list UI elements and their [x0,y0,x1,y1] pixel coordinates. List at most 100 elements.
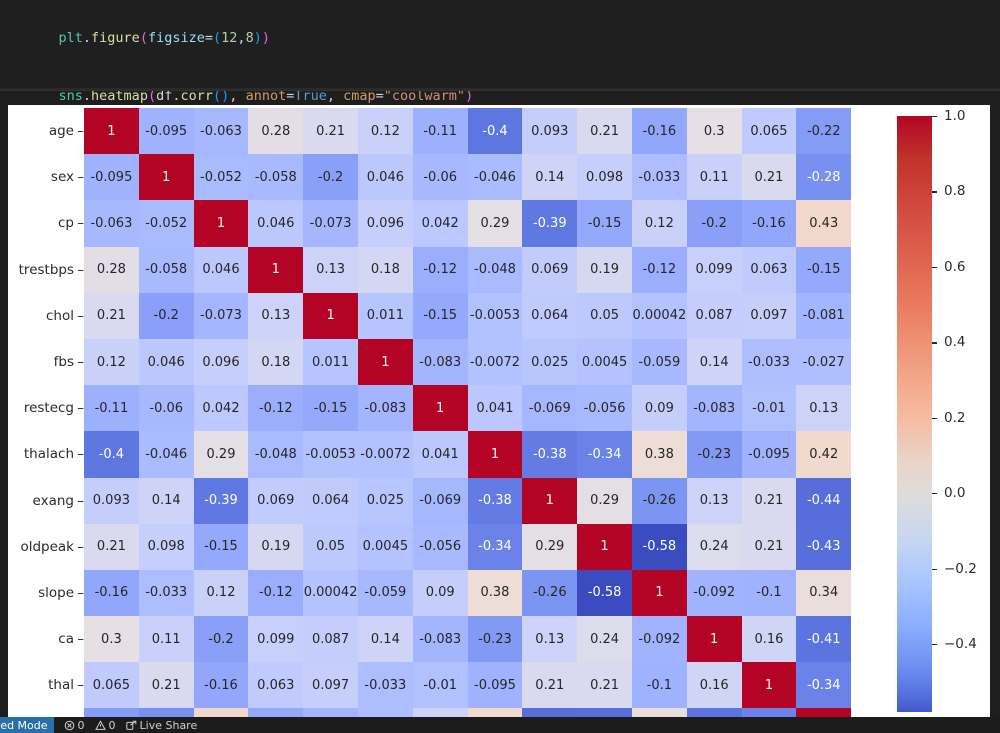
live-share-label: Live Share [139,718,198,732]
heatmap-cell: 0.3 [84,616,139,663]
heatmap-cell: -0.39 [193,477,249,524]
code-token-open-paren-2: ( [213,29,222,46]
heatmap-cell: -0.15 [248,708,304,717]
colorbar: 1.0 0.8 0.6 0.4 0.2 0.0 −0.2 −0.4 [897,108,987,717]
code-line-2: sns.heatmap(df.corr(), annot=True, cmap=… [26,68,1000,127]
heatmap-row-label-slope: slope [12,570,84,616]
heatmap-cell: -0.092 [686,569,742,617]
heatmap-cell: 0.098 [577,154,632,201]
heatmap-cell: -0.052 [193,154,249,201]
heatmap-cell: -0.11 [84,385,139,432]
heatmap-cell: 0.42 [796,431,852,478]
heatmap-cell: 0.099 [686,246,742,293]
heatmap-cell: 0.14 [522,154,578,201]
heatmap-row-label-trestbps: trestbps [12,247,84,293]
heatmap-cell: 0.087 [303,616,358,663]
heatmap-row: -0.22-0.280.43-0.15-0.081-0.0270.130.42-… [84,708,852,717]
heatmap-cell: -0.4 [467,108,523,155]
heatmap-cell: -0.0072 [357,431,413,478]
colorbar-tick-mark [932,493,937,495]
heatmap-cell: -0.046 [467,154,523,201]
heatmap-cell: 1 [193,200,249,247]
heatmap-cell: -0.01 [741,385,797,432]
heatmap-cell: -0.0053 [467,292,523,339]
heatmap-cell: -0.081 [303,708,358,717]
colorbar-tick: 0.2 [932,410,987,426]
heatmap-cell: 0.00042 [631,292,687,339]
status-bar: ted Mode 0 0 Live Share [0,717,1000,733]
heatmap-cell: 0.069 [522,246,578,293]
heatmap-cell: -0.41 [686,708,742,717]
heatmap-cell: -0.16 [193,662,249,709]
heatmap-cell: -0.0053 [303,431,358,478]
heatmap-cell: -0.1 [741,569,797,617]
figure-output: age1-0.095-0.0630.280.210.12-0.11-0.40.0… [8,105,990,717]
heatmap-cell: 0.09 [631,385,687,432]
heatmap-cell: 1 [631,569,687,617]
live-share-icon [125,720,137,731]
heatmap-cell: -0.44 [522,708,578,717]
heatmap-cell: 0.13 [522,616,578,663]
heatmap-cell: 0.025 [357,477,413,524]
live-share-item[interactable]: Live Share [125,718,198,732]
colorbar-tick: 1.0 [932,108,987,124]
heatmap-cell: -0.069 [412,477,468,524]
heatmap-cell: 0.21 [577,108,632,155]
heatmap-cell: 0.21 [138,662,194,709]
heatmap-cell: 0.042 [412,200,468,247]
heatmap-cell: -0.23 [686,431,742,478]
warning-count-item[interactable]: 0 [94,719,116,732]
heatmap-cell: -0.059 [631,338,687,386]
heatmap-cell: -0.34 [741,708,797,717]
heatmap-cell: -0.34 [467,523,523,570]
colorbar-tick-mark [932,191,937,193]
heatmap-cell: 0.29 [467,200,523,247]
code-token-num-12: 12 [221,29,238,46]
heatmap-cell: 0.13 [686,477,742,524]
heatmap-cell: -0.059 [357,569,413,617]
heatmap-cell: 0.18 [248,338,304,386]
heatmap-cell: 0.13 [248,292,304,339]
code-cell[interactable]: plt.figure(figsize=(12,8)) sns.heatmap(d… [0,0,1000,163]
heatmap-cell: 0.046 [138,338,194,386]
heatmap-cell: -0.033 [741,338,797,386]
heatmap-cell: 0.34 [796,569,852,617]
code-token-dot-3: . [172,88,181,104]
heatmap-cell: 0.29 [193,431,249,478]
heatmap-row-label-thal: thal [12,662,84,708]
heatmap-cell: -0.12 [248,569,304,617]
code-token-module: plt [58,29,83,46]
code-token-dot-2: . [82,88,92,104]
heatmap-cell: 0.13 [412,708,468,717]
heatmap-cell: 0.00042 [303,569,358,617]
code-token-function: figure [91,29,140,46]
heatmap-cell: -0.22 [796,108,852,155]
code-token-function-heatmap: heatmap [91,88,148,104]
code-token-equals-2: = [286,88,295,104]
heatmap-cell: -0.095 [741,431,797,478]
code-token-num-8: 8 [245,29,254,46]
heatmap-cell: -0.16 [631,108,687,155]
heatmap-cell: -0.083 [357,385,413,432]
colorbar-tick-label: 0.8 [944,183,966,200]
heatmap-cell: -0.027 [357,708,413,717]
heatmap-cell: -0.033 [631,154,687,201]
colorbar-tick-mark [932,644,937,646]
error-count-item[interactable]: 0 [64,719,85,732]
heatmap-row-label-oldpeak: oldpeak [12,524,84,570]
heatmap-cell: -0.2 [686,200,742,247]
heatmap-cell: -0.12 [248,385,304,432]
code-token-close-paren-h: ) [465,88,474,104]
heatmap-cell: 0.18 [357,246,413,293]
heatmap-cell: -0.1 [631,662,687,709]
heatmap-row: restecg-0.11-0.060.042-0.12-0.15-0.08310… [24,385,852,432]
heatmap-cell: -0.0072 [467,338,523,386]
heatmap-cell: 0.065 [84,662,139,709]
heatmap-cell: -0.43 [577,708,632,717]
heatmap-cell: -0.073 [193,292,249,339]
colorbar-tick-mark [932,342,937,344]
cell-divider [0,88,1000,91]
heatmap-cell: 1 [522,477,578,524]
heatmap-cell: 0.063 [741,246,797,293]
restricted-mode-badge[interactable]: ted Mode [0,717,54,733]
